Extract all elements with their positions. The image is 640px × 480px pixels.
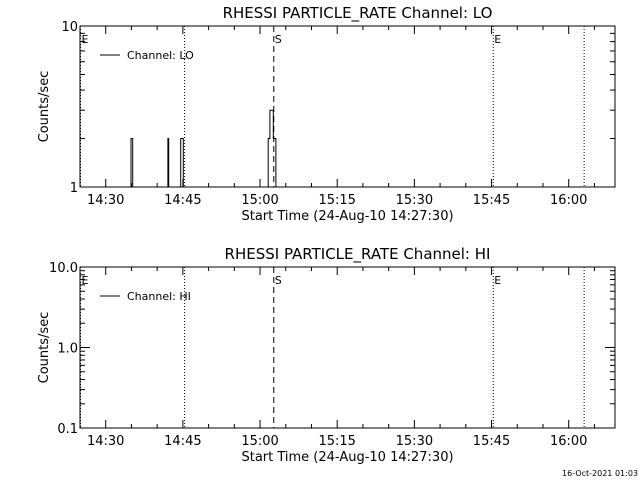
chart-1-frame (79, 25, 616, 188)
chart-2: RHESSI PARTICLE_RATE Channel: HI 14:30 14:… (37, 245, 616, 465)
chart-1-marker-label: S (275, 33, 282, 46)
chart-2-xtick-label: 16:00 (550, 434, 587, 449)
chart-2-xtick-label: 14:30 (87, 434, 124, 449)
chart-2-marker-label: S (275, 274, 282, 287)
chart-1-xtick-label: 16:00 (550, 193, 587, 208)
chart-2-ytick-label: 0.1 (57, 422, 78, 437)
chart-1-ytick-label: 10 (61, 20, 78, 35)
chart-2-xtick-label: 15:45 (473, 434, 510, 449)
chart-1-xtick-label: 15:00 (241, 193, 278, 208)
chart-1-xtick-label: 14:45 (164, 193, 201, 208)
chart-1-legend-label: Channel: LO (127, 49, 194, 62)
chart-2-legend-label: Channel: HI (127, 290, 191, 303)
chart-2-marker-label: E (494, 274, 501, 287)
chart-2-ytick-label: 1.0 (57, 342, 78, 357)
chart-2-xlabel: Start Time (24-Aug-10 14:27:30) (241, 450, 453, 465)
chart-2-ytick-label: 10.0 (49, 261, 78, 276)
chart-1-marker-label: E (494, 33, 501, 46)
chart-2-title: RHESSI PARTICLE_RATE Channel: HI (225, 245, 491, 264)
chart-1-ylabel: Counts/sec (37, 71, 52, 143)
chart-2-xtick-label: 14:45 (164, 434, 201, 449)
chart-1: RHESSI PARTICLE_RATE Channel: LO 14:30 14:… (37, 4, 616, 224)
chart-1-series-0 (129, 109, 280, 187)
chart-2-ylabel: Counts/sec (37, 312, 52, 384)
chart-2-xtick-label: 15:00 (241, 434, 278, 449)
chart-1-title: RHESSI PARTICLE_RATE Channel: LO (223, 4, 493, 23)
chart-2-xtick-label: 15:15 (318, 434, 355, 449)
chart-1-marker-label: E (82, 33, 89, 46)
plot-timestamp: 16-Oct-2021 01:03 (562, 469, 638, 478)
chart-1-xtick-label: 15:15 (318, 193, 355, 208)
chart-1-xtick-label: 15:30 (396, 193, 433, 208)
chart-1-xtick-label: 14:30 (87, 193, 124, 208)
chart-1-ytick-label: 1 (70, 181, 78, 196)
chart-2-xtick-label: 15:30 (396, 434, 433, 449)
chart-2-marker-label: E (82, 274, 89, 287)
chart-1-xtick-label: 15:45 (473, 193, 510, 208)
chart-1-xlabel: Start Time (24-Aug-10 14:27:30) (241, 209, 453, 224)
